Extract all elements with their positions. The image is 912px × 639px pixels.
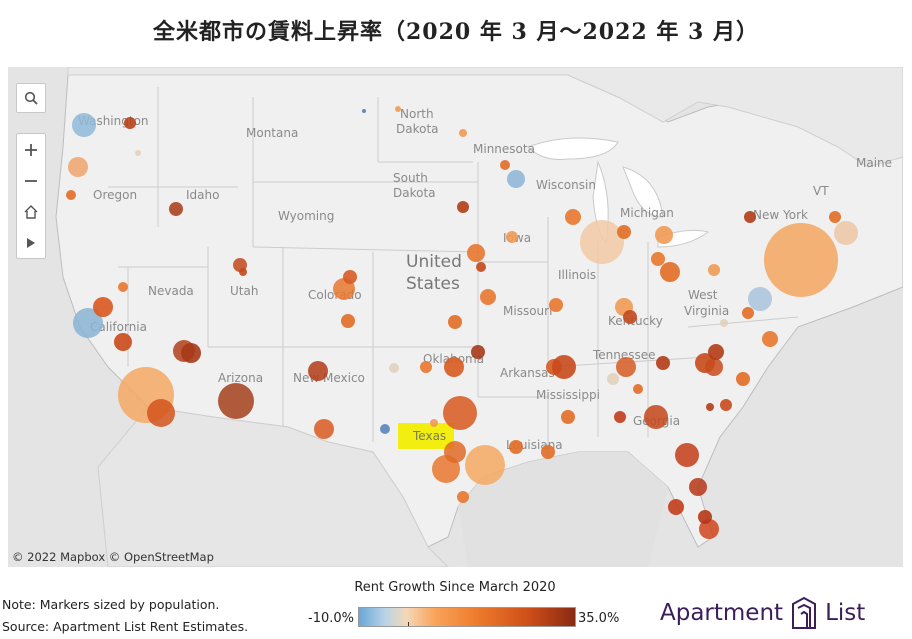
marker-miami bbox=[699, 519, 719, 539]
gulf-of-mexico bbox=[458, 452, 668, 567]
map-label-tennessee: Tennessee bbox=[592, 348, 656, 362]
search-button[interactable] bbox=[16, 83, 46, 113]
map-label-idaho: Idaho bbox=[186, 188, 219, 202]
legend-min-label: -10.0% bbox=[308, 611, 354, 626]
state-borders bbox=[108, 87, 799, 457]
map-label-nevada: Nevada bbox=[148, 284, 194, 298]
map-label-michigan: Michigan bbox=[620, 206, 674, 220]
mexico-area bbox=[97, 406, 449, 567]
marker-el-paso bbox=[314, 419, 334, 439]
marker-houston bbox=[465, 445, 505, 485]
map-toolbar bbox=[16, 133, 46, 259]
marker-austin bbox=[444, 441, 466, 463]
marker-portland bbox=[68, 157, 88, 177]
map-label-missouri: Missouri bbox=[503, 304, 552, 318]
marker-san-diego bbox=[147, 399, 175, 427]
marker-chicago bbox=[580, 220, 624, 264]
map-label-south-dakota-1: South bbox=[393, 171, 428, 185]
brand-name-part1: Apartment bbox=[660, 600, 784, 626]
marker-midland bbox=[380, 424, 390, 434]
map-label-wisconsin: Wisconsin bbox=[536, 178, 596, 192]
texas-highlight bbox=[398, 423, 454, 449]
map-label-mississippi: Mississippi bbox=[536, 388, 600, 402]
map-label-wyoming: Wyoming bbox=[278, 209, 334, 223]
map-view[interactable]: Washington Montana North Dakota Minnesot… bbox=[8, 67, 903, 567]
map-label-texas: Texas bbox=[412, 429, 446, 443]
map-label-utah: Utah bbox=[230, 284, 258, 298]
marker-phoenix bbox=[218, 383, 254, 419]
zoom-out-button[interactable] bbox=[17, 165, 45, 196]
map-label-south-dakota-2: Dakota bbox=[393, 186, 436, 200]
map-label-states: States bbox=[406, 274, 460, 294]
map-label-united: United bbox=[406, 252, 462, 272]
chart-title: 全米都市の賃料上昇率（2020 年 3 月〜2022 年 3 月） bbox=[152, 19, 760, 45]
expand-button[interactable] bbox=[17, 227, 45, 258]
play-icon bbox=[27, 237, 35, 248]
minor-city-markers bbox=[66, 106, 841, 524]
map-label-illinois: Illinois bbox=[558, 268, 596, 282]
map-label-new-york: New York bbox=[753, 208, 808, 222]
minus-icon bbox=[25, 179, 37, 182]
map-label-maine: Maine bbox=[856, 156, 892, 170]
note-sizing: Note: Markers sized by population. bbox=[2, 597, 220, 612]
map-label-oregon: Oregon bbox=[93, 188, 137, 202]
zoom-in-button[interactable] bbox=[17, 134, 45, 165]
search-icon bbox=[24, 91, 38, 105]
map-label-west-virginia-2: Virginia bbox=[684, 304, 729, 318]
map-label-new-mexico: New Mexico bbox=[293, 371, 365, 385]
canada-area bbox=[67, 67, 903, 168]
brand-name-part2: List bbox=[825, 600, 866, 626]
map-attribution[interactable]: © 2022 Mapbox © OpenStreetMap bbox=[12, 550, 214, 564]
brand-logo[interactable]: Apartment List bbox=[660, 596, 865, 630]
map-canvas[interactable]: Washington Montana North Dakota Minnesot… bbox=[8, 67, 903, 567]
home-button[interactable] bbox=[17, 196, 45, 227]
marker-tampa bbox=[675, 443, 699, 467]
map-label-arizona: Arizona bbox=[218, 371, 263, 385]
marker-new-york bbox=[764, 223, 838, 297]
map-label-north-dakota-1: North bbox=[400, 107, 434, 121]
marker-dc bbox=[748, 287, 772, 311]
marker-atlanta bbox=[644, 405, 668, 429]
lake-huron bbox=[622, 166, 664, 218]
marker-albuquerque bbox=[308, 361, 328, 381]
legend-color-ramp bbox=[358, 607, 576, 627]
marker-sf bbox=[73, 308, 103, 338]
marker-minneapolis bbox=[507, 170, 525, 188]
marker-seattle bbox=[72, 113, 96, 137]
legend-max-label: 35.0% bbox=[578, 611, 620, 626]
map-label-arkansas: Arkansas bbox=[500, 366, 555, 380]
map-label-montana: Montana bbox=[246, 126, 298, 140]
legend-zero-tick bbox=[408, 622, 409, 626]
home-icon bbox=[24, 204, 38, 219]
map-label-california: California bbox=[90, 320, 147, 334]
marker-boston bbox=[834, 221, 858, 245]
note-source: Source: Apartment List Rent Estimates. bbox=[2, 619, 249, 634]
lake-superior bbox=[527, 137, 619, 160]
marker-dallas bbox=[443, 396, 477, 430]
plus-icon bbox=[25, 143, 37, 156]
map-label-vt: VT bbox=[813, 184, 829, 198]
city-markers[interactable] bbox=[66, 106, 858, 539]
apartment-list-logo-icon bbox=[792, 596, 817, 629]
legend-title: Rent Growth Since March 2020 bbox=[354, 580, 556, 595]
map-label-minnesota: Minnesota bbox=[473, 142, 535, 156]
marker-boise bbox=[169, 202, 183, 216]
map-label-north-dakota-2: Dakota bbox=[396, 122, 439, 136]
marker-nashville bbox=[616, 357, 636, 377]
map-label-west-virginia-1: West bbox=[688, 288, 718, 302]
marker-orlando bbox=[689, 478, 707, 496]
